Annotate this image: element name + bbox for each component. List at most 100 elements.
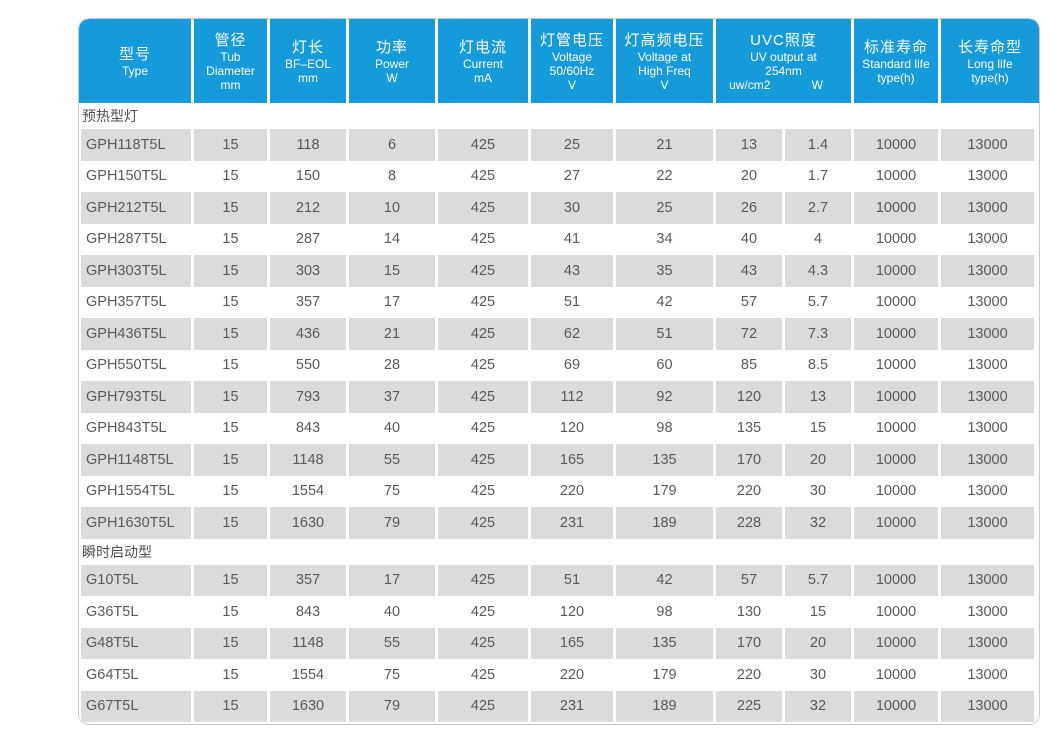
value-cell: 1148	[270, 444, 346, 476]
value-cell: 10000	[875, 603, 917, 620]
value-cell: 37	[349, 381, 435, 413]
value-cell: 43	[716, 255, 782, 287]
value-cell: 25	[616, 192, 713, 224]
value-cell: 15	[809, 603, 827, 620]
value-cell: 42	[656, 294, 673, 311]
value-cell: 69	[563, 357, 581, 374]
value-cell: 32	[785, 507, 851, 539]
table-row: GPH793T5L 15 793 37 425 112 92 120 13 10000 13000	[79, 381, 1039, 413]
table-row: GPH357T5L 15 357 17 425 51 42 57 5.7 10000 13000	[79, 286, 1039, 318]
value-cell: 13000	[941, 507, 1034, 539]
value-cell: 220	[736, 666, 762, 683]
value-cell: 15	[222, 483, 239, 500]
column-header-en: 50/60Hz	[549, 63, 595, 78]
value-cell: 57	[716, 564, 782, 596]
column-header-length: 灯长 BF–EOL mm	[270, 19, 346, 103]
value-cell: 42	[616, 564, 713, 596]
model-cell: GPH357T5L	[86, 294, 167, 311]
value-cell: 10000	[875, 483, 917, 500]
table-row: GPH1554T5L 15 1554 75 425 220 179 220 30 10000 130…	[79, 475, 1039, 507]
column-header-std-life: 标准寿命 Standard life type(h)	[854, 19, 938, 103]
value-cell: 62	[531, 318, 613, 350]
value-cell: 436	[270, 318, 346, 350]
value-cell: 15	[194, 129, 267, 161]
value-cell: 8	[387, 168, 397, 185]
value-cell: 135	[736, 420, 762, 437]
value-cell: 20	[740, 168, 758, 185]
table-row: GPH1148T5L 15 1148 55 425 165 135 170 20 10000 130…	[79, 444, 1039, 476]
value-cell: 425	[470, 483, 496, 500]
value-cell: 7.3	[785, 318, 851, 350]
column-header-type: 型号 Type	[79, 19, 191, 103]
value-cell: 10000	[854, 564, 938, 596]
value-cell: 135	[616, 627, 713, 659]
column-header-en: mm	[298, 70, 318, 85]
value-cell: 793	[270, 381, 346, 413]
value-cell: 179	[652, 666, 677, 683]
value-cell: 13000	[967, 483, 1008, 500]
model-cell: G10T5L	[81, 564, 191, 596]
value-cell: 15	[349, 255, 435, 287]
value-cell: 27	[563, 168, 581, 185]
value-cell: 10000	[875, 420, 917, 437]
value-cell: 425	[470, 294, 496, 311]
value-cell: 40	[383, 603, 401, 620]
value-cell: 10000	[854, 444, 938, 476]
value-cell: 15	[194, 507, 267, 539]
value-cell: 13000	[941, 192, 1034, 224]
value-cell: 17	[349, 564, 435, 596]
value-cell: 57	[740, 294, 758, 311]
value-cell: 13000	[941, 381, 1034, 413]
value-cell: 287	[295, 231, 321, 248]
value-cell: 10000	[875, 666, 917, 683]
value-cell: 170	[716, 444, 782, 476]
column-header-current: 灯电流 Current mA	[438, 19, 528, 103]
table-row: GPH550T5L 15 550 28 425 69 60 85 8.5 10000 13000	[79, 349, 1039, 381]
value-cell: 35	[616, 255, 713, 287]
value-cell: 135	[616, 444, 713, 476]
value-cell: 15	[194, 690, 267, 722]
column-header-zh: 灯电流	[458, 38, 507, 56]
column-header-en: W	[386, 70, 398, 85]
model-cell: G48T5L	[81, 627, 191, 659]
value-cell: 425	[438, 507, 528, 539]
value-cell: 1630	[270, 690, 346, 722]
value-cell: 4	[813, 231, 823, 248]
table-row: G10T5L 15 357 17 425 51 42 57 5.7 10000 13000	[79, 564, 1039, 596]
value-cell: 13000	[967, 357, 1008, 374]
model-cell: GPH843T5L	[86, 420, 167, 437]
model-cell: GPH118T5L	[81, 129, 191, 161]
column-header-hf-voltage: 灯高频电压 Voltage at High Freq V	[616, 19, 713, 103]
value-cell: 15	[194, 318, 267, 350]
value-cell: 843	[295, 420, 321, 437]
column-header-uvc-output: UVC照度 UV output at 254nm uw/cm2 W	[716, 19, 851, 103]
model-cell: GPH550T5L	[86, 357, 167, 374]
value-cell: 425	[470, 603, 496, 620]
value-cell: 1.4	[785, 129, 851, 161]
value-cell: 13	[716, 129, 782, 161]
value-cell: 425	[438, 381, 528, 413]
table-row: GPH436T5L 15 436 21 425 62 51 72 7.3 10000 13000	[79, 318, 1039, 350]
value-cell: 75	[383, 666, 401, 683]
model-cell: GPH287T5L	[86, 231, 167, 248]
value-cell: 22	[656, 168, 673, 185]
value-cell: 15	[222, 603, 239, 620]
value-cell: 303	[270, 255, 346, 287]
value-cell: 55	[349, 444, 435, 476]
column-header-en: BF–EOL	[284, 56, 332, 71]
value-cell: 220	[736, 483, 762, 500]
model-cell: GPH212T5L	[81, 192, 191, 224]
model-cell: GPH793T5L	[81, 381, 191, 413]
value-cell: 189	[616, 507, 713, 539]
value-cell: 51	[531, 564, 613, 596]
value-cell: 10000	[854, 318, 938, 350]
value-cell: 10000	[854, 255, 938, 287]
column-header-diameter: 管径 Tub Diameter mm	[194, 19, 267, 103]
column-header-en: High Freq	[638, 63, 691, 78]
value-cell: 10000	[854, 507, 938, 539]
value-cell: 1554	[291, 666, 325, 683]
value-cell: 10000	[875, 357, 917, 374]
value-cell: 13000	[967, 666, 1008, 683]
column-header-en: type(h)	[877, 70, 915, 85]
